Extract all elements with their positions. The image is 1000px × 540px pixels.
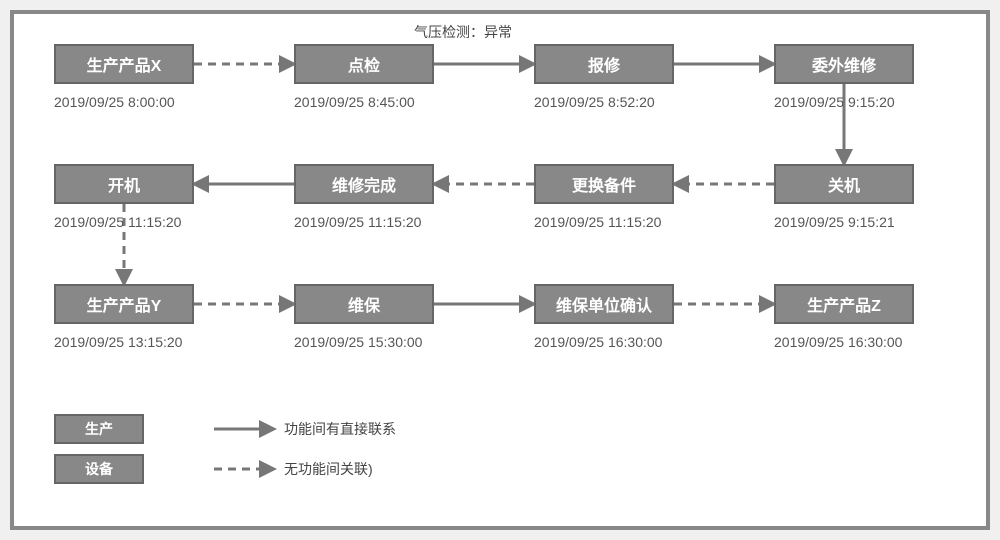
timestamp: 2019/09/25 9:15:20	[774, 94, 895, 110]
flow-node: 维保	[294, 284, 434, 324]
flow-node: 报修	[534, 44, 674, 84]
arrow-layer	[14, 14, 986, 526]
legend-text: 无功能间关联)	[284, 459, 373, 479]
flow-node: 生产产品Z	[774, 284, 914, 324]
timestamp: 2019/09/25 11:15:20	[54, 214, 181, 230]
flow-node: 开机	[54, 164, 194, 204]
flow-node: 点检	[294, 44, 434, 84]
timestamp: 2019/09/25 9:15:21	[774, 214, 895, 230]
flow-node: 委外维修	[774, 44, 914, 84]
flow-node: 关机	[774, 164, 914, 204]
flow-node: 维保单位确认	[534, 284, 674, 324]
timestamp: 2019/09/25 8:52:20	[534, 94, 655, 110]
flow-node: 更换备件	[534, 164, 674, 204]
timestamp: 2019/09/25 16:30:00	[774, 334, 902, 350]
flow-node: 维修完成	[294, 164, 434, 204]
timestamp: 2019/09/25 11:15:20	[294, 214, 421, 230]
timestamp: 2019/09/25 13:15:20	[54, 334, 182, 350]
legend-text: 功能间有直接联系	[284, 419, 396, 439]
timestamp: 2019/09/25 8:45:00	[294, 94, 415, 110]
timestamp: 2019/09/25 16:30:00	[534, 334, 662, 350]
diagram-frame: 气压检测：异常 生产产品X 2019/09/25 8:00:00 点检 2019/09…	[10, 10, 990, 530]
flow-node: 生产产品Y	[54, 284, 194, 324]
timestamp: 2019/09/25 15:30:00	[294, 334, 422, 350]
legend-box: 设备	[54, 454, 144, 484]
legend-box: 生产	[54, 414, 144, 444]
annotation-text: 气压检测：异常	[414, 22, 512, 42]
flow-node: 生产产品X	[54, 44, 194, 84]
timestamp: 2019/09/25 8:00:00	[54, 94, 175, 110]
timestamp: 2019/09/25 11:15:20	[534, 214, 661, 230]
